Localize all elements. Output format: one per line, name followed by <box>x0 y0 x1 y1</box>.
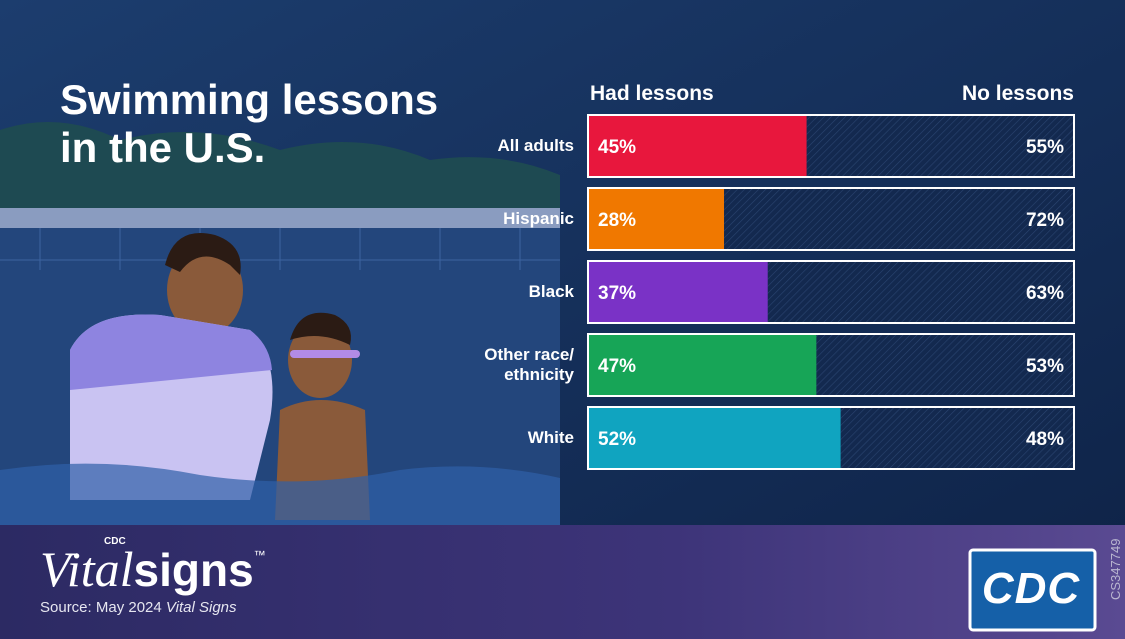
brand-italic: Vital <box>40 541 134 597</box>
legend-entry: Had lessons <box>590 82 714 106</box>
chart-title: Swimming lessons in the U.S. <box>60 76 460 172</box>
bar-segment <box>724 188 1074 250</box>
value-label: 48% <box>1026 429 1064 450</box>
value-label: 55% <box>1026 137 1064 158</box>
value-label: 28% <box>598 210 636 231</box>
category-label: Other race/ ethnicity <box>464 345 574 385</box>
value-label: 47% <box>598 356 636 377</box>
image-code: CS347749 <box>1108 539 1123 600</box>
brand-prefix: CDC <box>104 536 126 547</box>
infographic: 45% 55% 28% 72% 37% 63% 47% 53% 52% 48% Swimming … <box>0 0 1125 639</box>
cdc-logo: CDC <box>966 548 1096 630</box>
legend-entry: No lessons <box>900 82 1074 106</box>
value-label: 45% <box>598 137 636 158</box>
value-label: 53% <box>1026 356 1064 377</box>
brand-name: signs <box>134 544 254 596</box>
source: Source: May 2024 Vital Signs <box>40 599 237 616</box>
category-label: Hispanic <box>464 209 574 229</box>
category-label: White <box>464 428 574 448</box>
trademark: ™ <box>254 548 266 562</box>
source-text: Source: May 2024 <box>40 599 162 616</box>
value-label: 37% <box>598 283 636 304</box>
category-label: All adults <box>464 136 574 156</box>
value-label: 63% <box>1026 283 1064 304</box>
category-label: Black <box>464 282 574 302</box>
value-label: 72% <box>1026 210 1064 231</box>
source-italic: Vital Signs <box>166 599 237 616</box>
value-label: 52% <box>598 429 636 450</box>
